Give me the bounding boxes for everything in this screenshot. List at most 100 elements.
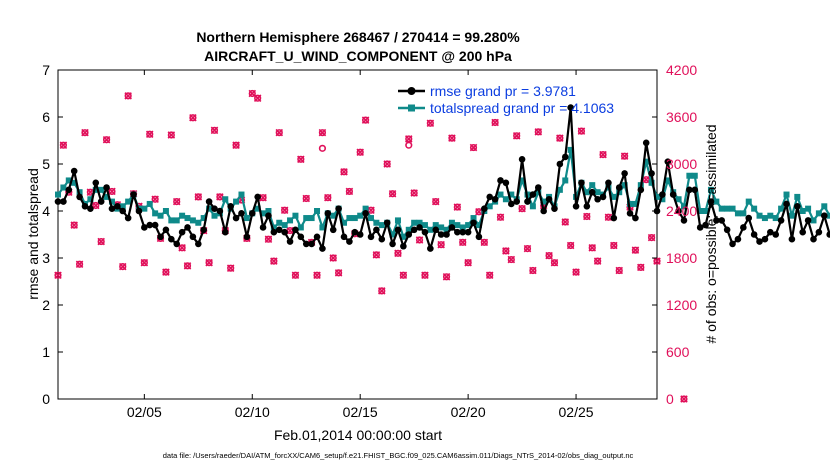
obs-o-ring xyxy=(399,271,407,279)
rmse-point xyxy=(615,184,623,191)
obs-o-ring xyxy=(680,395,688,403)
obs-o-ring xyxy=(583,212,591,221)
rmse-point xyxy=(141,224,148,231)
spread-point xyxy=(497,191,504,198)
obs-count-point xyxy=(151,195,159,204)
left-axis-ticks: 0 1 2 3 4 5 6 7 xyxy=(42,62,63,407)
obs-count-point xyxy=(464,258,472,267)
obs-count-point xyxy=(566,241,575,250)
obs-count-point xyxy=(118,262,127,271)
obs-count-point xyxy=(496,213,505,222)
rmse-point xyxy=(659,191,666,198)
spread-point xyxy=(675,196,682,203)
obs-o-ring xyxy=(178,244,186,252)
rmse-point xyxy=(648,170,655,177)
obs-o-ring xyxy=(372,251,380,259)
obs-o-ring xyxy=(588,244,596,252)
spread-point xyxy=(718,205,725,212)
obs-count-point xyxy=(270,257,278,265)
rmse-point xyxy=(826,231,830,238)
spread-point xyxy=(394,217,401,224)
rmse-point xyxy=(556,160,564,168)
spread-point xyxy=(243,215,250,222)
obs-o-ring xyxy=(124,92,132,100)
rmse-point xyxy=(820,212,828,219)
rmse-point xyxy=(70,167,78,175)
rmse-point xyxy=(788,235,796,243)
rmse-point xyxy=(405,231,413,238)
spread-point xyxy=(238,191,245,198)
legend-spread-label: totalspread grand pr = 4.1063 xyxy=(430,100,614,116)
rmse-point xyxy=(162,226,170,234)
obs-o-ring xyxy=(183,262,192,270)
obs-o-ring xyxy=(394,249,402,257)
rmse-point xyxy=(729,240,736,248)
rmse-point xyxy=(610,214,618,222)
obs-o-ring xyxy=(615,266,623,275)
spread-point xyxy=(411,219,418,226)
rmse-point xyxy=(761,235,769,243)
obs-count-point xyxy=(378,287,386,295)
right-tick-label: 1200 xyxy=(666,297,697,313)
rmse-point xyxy=(362,210,369,217)
rmse-point xyxy=(642,139,650,147)
rmse-point xyxy=(486,193,494,201)
spread-point xyxy=(448,219,455,226)
rmse-point xyxy=(529,191,537,198)
obs-count-point xyxy=(59,141,68,149)
rmse-point xyxy=(448,224,456,231)
obs-count-point xyxy=(502,247,510,255)
spread-point xyxy=(357,212,364,219)
obs-o-ring xyxy=(151,195,159,203)
spread-point xyxy=(826,212,830,219)
rmse-point xyxy=(632,214,639,222)
obs-o-ring xyxy=(194,193,202,201)
spread-point xyxy=(265,208,272,214)
spread-point xyxy=(438,224,445,231)
spread-point xyxy=(810,217,817,224)
obs-count-point xyxy=(264,235,273,243)
left-tick-label: 4 xyxy=(42,203,50,219)
plot-frame xyxy=(57,69,658,400)
rmse-point xyxy=(691,186,699,194)
obs-o-ring xyxy=(518,205,526,213)
obs-count-point xyxy=(162,268,170,276)
plot-border xyxy=(57,69,658,400)
obs-count-point xyxy=(561,218,570,226)
obs-count-point xyxy=(145,130,154,138)
spread-point xyxy=(152,210,159,217)
spread-point xyxy=(508,191,515,198)
rmse-point xyxy=(723,226,731,234)
obs-count-point xyxy=(550,258,559,267)
obs-o-ring xyxy=(486,271,494,279)
obs-o-ring xyxy=(631,246,640,254)
obs-count-point xyxy=(124,92,132,100)
rmse-point xyxy=(459,228,467,236)
obs-count-point xyxy=(556,134,564,142)
spread-point xyxy=(783,191,790,198)
spread-point xyxy=(529,203,536,210)
obs-count-point xyxy=(313,271,321,279)
obs-o-ring xyxy=(426,119,434,127)
rmse-point xyxy=(443,231,450,238)
obs-o-ring xyxy=(507,255,515,264)
obs-o-ring xyxy=(173,198,181,206)
rmse-point xyxy=(205,198,213,205)
spread-point xyxy=(567,146,574,153)
rmse-point xyxy=(151,221,159,229)
rmse-point xyxy=(497,177,504,184)
rmse-point xyxy=(534,184,542,191)
obs-o-ring xyxy=(648,234,656,242)
obs-count-point xyxy=(534,128,543,136)
spread-point xyxy=(761,215,768,222)
rmse-point xyxy=(275,226,283,234)
rmse-point xyxy=(389,240,396,248)
obs-count-point xyxy=(334,269,343,277)
spread-point xyxy=(292,212,299,219)
left-tick-label: 5 xyxy=(42,156,50,172)
obs-o-ring xyxy=(410,189,418,197)
spread-point xyxy=(108,198,115,205)
spread-point xyxy=(767,212,774,219)
obs-o-ring xyxy=(205,259,213,267)
